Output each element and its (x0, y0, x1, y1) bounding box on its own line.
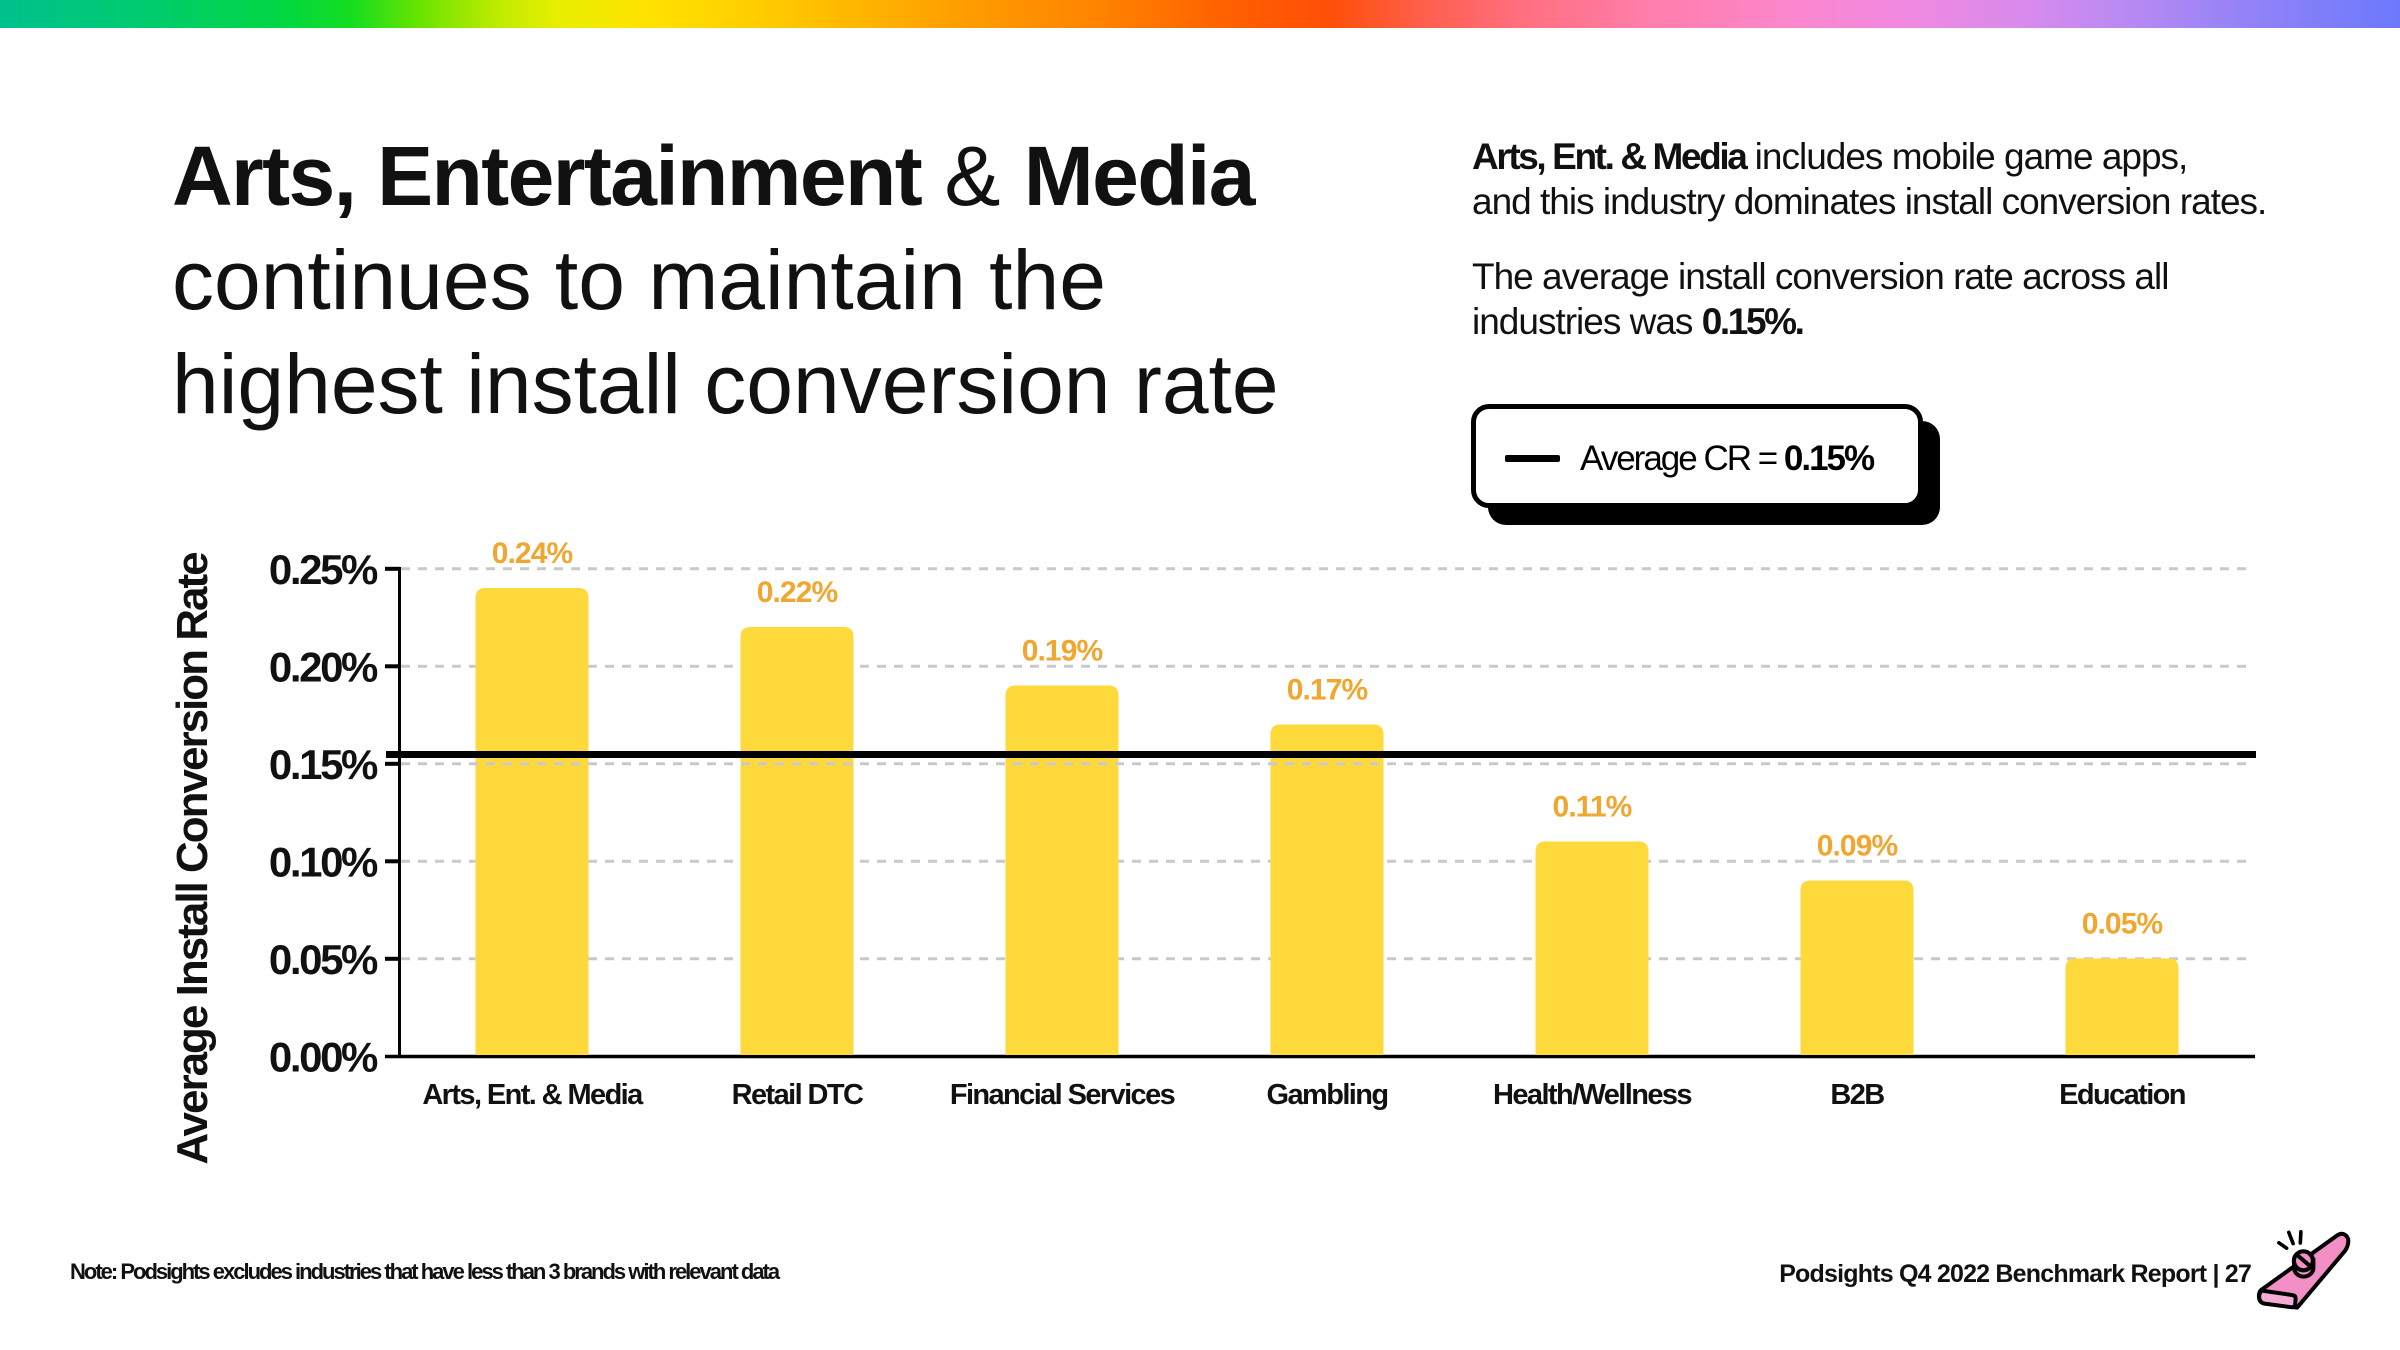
svg-text:Arts, Ent. & Media: Arts, Ent. & Media (422, 1079, 644, 1111)
svg-text:0.25%: 0.25% (269, 546, 378, 593)
svg-text:0.22%: 0.22% (757, 576, 838, 609)
svg-text:Financial Services: Financial Services (950, 1079, 1175, 1111)
svg-text:0.19%: 0.19% (1022, 635, 1103, 668)
svg-text:0.05%: 0.05% (269, 936, 378, 983)
svg-text:0.05%: 0.05% (2082, 908, 2163, 941)
svg-text:0.15%: 0.15% (269, 741, 378, 788)
svg-text:Education: Education (2059, 1079, 2185, 1111)
svg-text:Retail DTC: Retail DTC (732, 1079, 864, 1111)
svg-text:0.09%: 0.09% (1817, 830, 1898, 863)
svg-text:Health/Wellness: Health/Wellness (1493, 1079, 1691, 1111)
svg-text:Average Install Conversion Rat: Average Install Conversion Rate (168, 553, 217, 1165)
svg-text:0.10%: 0.10% (269, 839, 378, 886)
svg-text:B2B: B2B (1830, 1079, 1884, 1111)
svg-text:0.00%: 0.00% (269, 1034, 378, 1081)
svg-text:Gambling: Gambling (1267, 1079, 1388, 1111)
svg-text:0.24%: 0.24% (492, 537, 573, 570)
svg-text:0.17%: 0.17% (1287, 674, 1368, 707)
svg-text:0.11%: 0.11% (1553, 791, 1632, 824)
svg-text:0.20%: 0.20% (269, 644, 378, 691)
